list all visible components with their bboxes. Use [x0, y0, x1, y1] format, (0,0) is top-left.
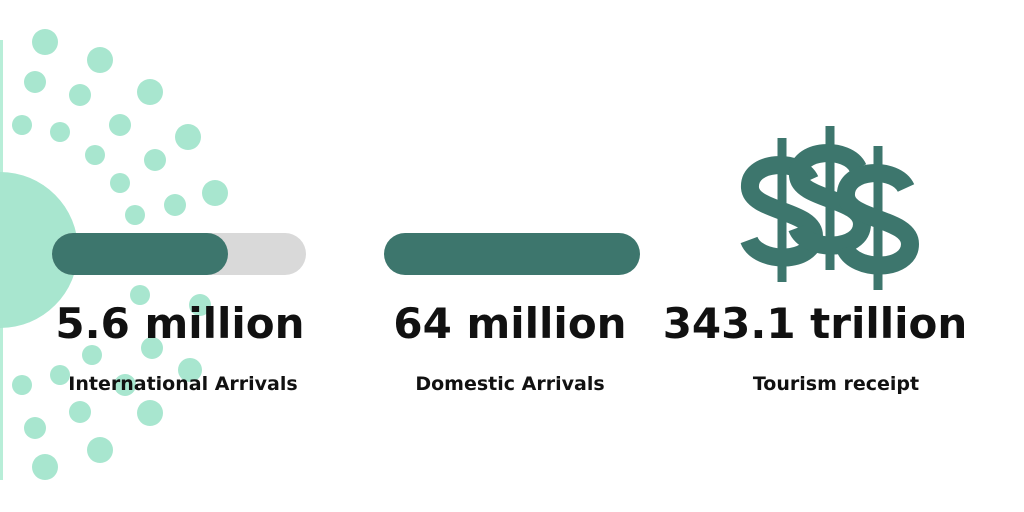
stat-value: 5.6 million [55, 299, 304, 348]
dot [87, 437, 113, 463]
dot [32, 29, 58, 55]
dot [137, 79, 163, 105]
dollar-s [740, 156, 824, 267]
dot [50, 365, 70, 385]
big-circle [0, 172, 78, 328]
progress-fill [52, 233, 228, 275]
dot [12, 115, 32, 135]
dot [178, 358, 202, 382]
dot-pattern [12, 29, 228, 480]
dot [24, 71, 46, 93]
dot [69, 401, 91, 423]
stat-label: International Arrivals [68, 373, 297, 395]
stat-value: 343.1 trillion [663, 299, 968, 348]
dot [175, 124, 201, 150]
dot [137, 400, 163, 426]
dot [109, 114, 131, 136]
dollar-icon [740, 126, 920, 290]
dot [110, 173, 130, 193]
dot [24, 417, 46, 439]
dot [85, 145, 105, 165]
dot [50, 122, 70, 142]
dollar-s [788, 144, 872, 255]
dot [130, 285, 150, 305]
dot [82, 345, 102, 365]
dot [202, 180, 228, 206]
stat-label: Domestic Arrivals [415, 373, 604, 395]
progress-fill [384, 233, 640, 275]
dot [125, 205, 145, 225]
dot [32, 454, 58, 480]
dot [114, 374, 136, 396]
dollar-s [836, 164, 920, 275]
dot [189, 294, 211, 316]
dot [69, 84, 91, 106]
dot [12, 375, 32, 395]
dot [87, 47, 113, 73]
stat-value: 64 million [393, 299, 626, 348]
dot [144, 149, 166, 171]
dot [141, 337, 163, 359]
dot [164, 194, 186, 216]
stat-label: Tourism receipt [753, 373, 919, 395]
